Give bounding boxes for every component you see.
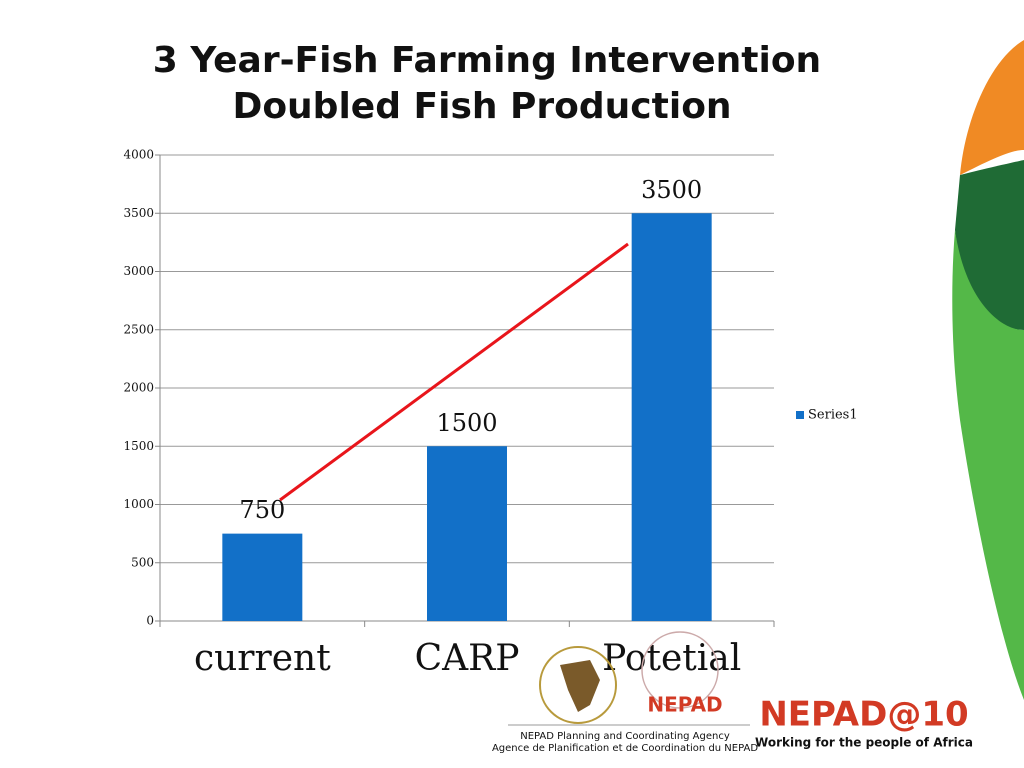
bar — [631, 213, 712, 621]
data-label: 750 — [239, 496, 285, 524]
au-emblem — [539, 646, 617, 724]
brand: NEPAD@10 — [759, 695, 968, 735]
plot-area: 0 500 1000 1500 2000 2500 3000 3500 4000 current C… — [123, 148, 857, 680]
x-tick-label: CARP — [415, 638, 520, 679]
agency-name: NEPAD Planning and Coordinating Agency — [520, 731, 730, 742]
trend-annotation — [279, 242, 629, 502]
bar — [427, 446, 507, 621]
y-tick-label: 3500 — [123, 206, 154, 220]
y-tick-label: 2000 — [123, 381, 154, 395]
y-tick-label: 1500 — [123, 439, 154, 453]
chart-title: 3 Year-Fish Farming Intervention — [153, 40, 821, 81]
agency-name-fr: Agence de Planification et de Coordinati… — [492, 743, 758, 754]
data-label: 1500 — [436, 409, 497, 437]
decoration-orange — [960, 40, 1024, 175]
y-tick-label: 500 — [131, 555, 154, 569]
y-tick-label: 1000 — [123, 497, 154, 511]
legend-label: Series1 — [808, 408, 858, 423]
decoration-green — [952, 230, 1024, 700]
y-tick-label: 2500 — [123, 322, 154, 336]
x-tick-label: Potetial — [602, 638, 741, 679]
x-tick-label: current — [194, 638, 331, 679]
chart-title: Doubled Fish Production — [232, 86, 731, 127]
data-label: 3500 — [641, 176, 702, 204]
y-tick-label: 0 — [146, 614, 154, 628]
nepad-emblem — [641, 631, 719, 709]
bar — [222, 533, 303, 621]
slogan: Working for the people of Africa — [755, 736, 973, 750]
y-tick-label: 4000 — [123, 148, 154, 162]
nepad-logo-text: NEPAD — [647, 693, 722, 717]
decoration-dark-green — [955, 160, 1024, 330]
legend-swatch — [796, 411, 804, 419]
africa-shape — [560, 660, 600, 712]
y-tick-label: 3000 — [123, 264, 154, 278]
